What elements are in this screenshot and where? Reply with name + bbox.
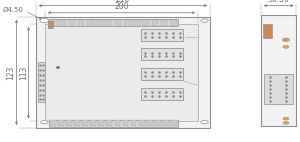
Bar: [45, 24, 198, 121]
Bar: [59, 20, 66, 26]
Text: 123: 123: [7, 65, 16, 80]
Bar: [49, 19, 178, 26]
Bar: [115, 20, 121, 26]
Text: 113: 113: [20, 66, 28, 80]
Bar: [96, 20, 103, 26]
Bar: [115, 120, 120, 126]
Bar: [131, 120, 137, 126]
Bar: [142, 20, 149, 26]
Bar: [264, 74, 293, 104]
Bar: [58, 120, 64, 126]
Bar: [82, 120, 88, 126]
Bar: [141, 68, 183, 80]
Bar: [50, 120, 56, 126]
Text: 210: 210: [116, 0, 130, 4]
Text: Ø4.50: Ø4.50: [3, 7, 24, 13]
Circle shape: [283, 121, 289, 124]
Bar: [78, 20, 85, 26]
Bar: [170, 20, 177, 26]
Bar: [74, 120, 80, 126]
Circle shape: [40, 18, 49, 23]
Bar: [87, 20, 94, 26]
Bar: [36, 17, 210, 128]
Bar: [141, 48, 183, 60]
Bar: [124, 20, 130, 26]
Bar: [123, 120, 128, 126]
Bar: [163, 120, 169, 126]
Bar: [133, 20, 140, 26]
Circle shape: [201, 19, 208, 22]
Bar: [152, 20, 158, 26]
Text: 36.50: 36.50: [268, 0, 289, 4]
Bar: [263, 24, 272, 38]
Bar: [106, 120, 112, 126]
Bar: [56, 66, 59, 68]
Bar: [261, 15, 296, 126]
Bar: [66, 120, 72, 126]
Bar: [147, 120, 153, 126]
Circle shape: [201, 120, 208, 124]
Bar: [48, 21, 53, 28]
Bar: [106, 20, 112, 26]
Bar: [69, 20, 75, 26]
Circle shape: [282, 38, 290, 41]
Bar: [141, 88, 183, 100]
Text: 200: 200: [114, 2, 129, 11]
Bar: [155, 120, 161, 126]
Bar: [161, 20, 167, 26]
Bar: [139, 120, 145, 126]
Bar: [49, 120, 178, 127]
Bar: [98, 120, 104, 126]
Bar: [50, 20, 57, 26]
Bar: [90, 120, 96, 126]
Circle shape: [283, 117, 289, 120]
Bar: [171, 120, 177, 126]
Circle shape: [41, 120, 48, 124]
Circle shape: [283, 45, 289, 48]
Bar: [141, 29, 183, 41]
Bar: [38, 62, 45, 102]
